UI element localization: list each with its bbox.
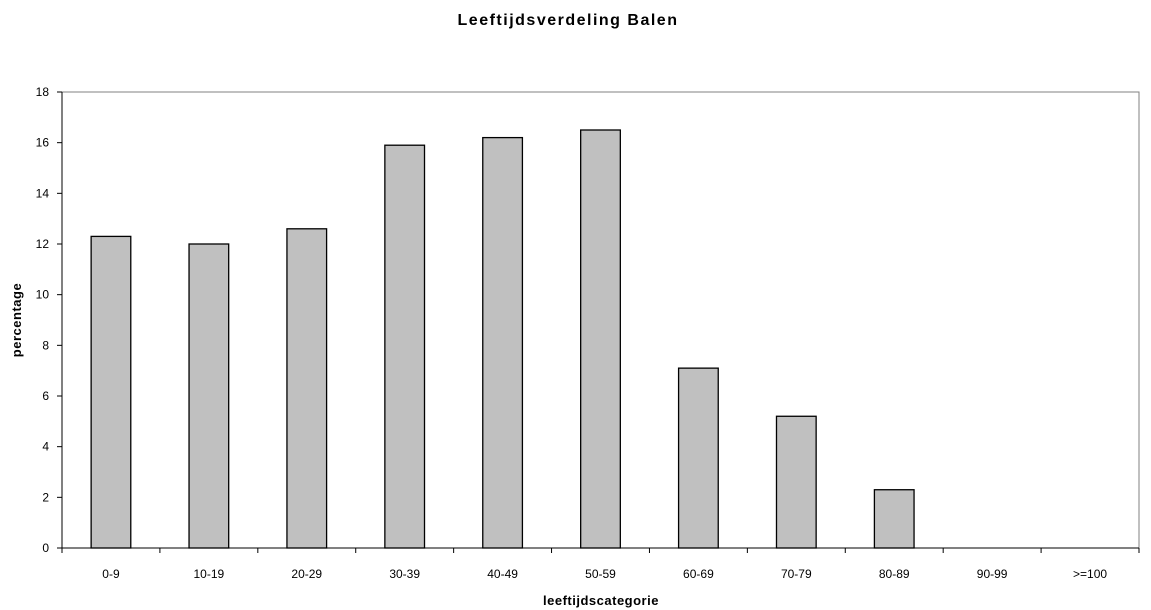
bar-series <box>90 129 915 549</box>
y-tick-label: 16 <box>36 136 50 150</box>
x-axis-title: leeftijdscategorie <box>543 593 659 608</box>
bar-10-19 <box>188 243 230 549</box>
y-tick-label: 12 <box>36 237 50 251</box>
x-axis: 0-9 10-19 20-29 30-39 40-49 50-59 60-69 70-79 80… <box>61 548 1140 581</box>
bar-80-89 <box>873 489 915 549</box>
x-tick-label: 50-59 <box>585 567 616 581</box>
x-tick-label: >=100 <box>1073 567 1107 581</box>
y-tick-label: 8 <box>42 338 49 352</box>
x-tick-label: 30-39 <box>389 567 420 581</box>
bar-50-59 <box>580 129 621 549</box>
y-tick-label: 4 <box>42 440 49 454</box>
x-tick-label: 40-49 <box>487 567 518 581</box>
bar-20-29 <box>286 228 328 549</box>
x-tick-label: 90-99 <box>977 567 1008 581</box>
x-tick-label: 0-9 <box>102 567 120 581</box>
x-tick-label: 80-89 <box>879 567 910 581</box>
y-tick-label: 6 <box>42 389 49 403</box>
y-tick-label: 2 <box>42 490 49 504</box>
bar-0-9 <box>90 235 132 549</box>
y-tick-label: 0 <box>42 541 49 555</box>
x-tick-label: 60-69 <box>683 567 714 581</box>
x-tick-label: 10-19 <box>194 567 225 581</box>
y-axis-title: percentage <box>9 283 24 357</box>
bar-40-49 <box>482 136 524 549</box>
y-axis: 0 2 4 6 8 10 12 14 16 18 <box>36 85 62 555</box>
y-tick-label: 14 <box>36 186 50 200</box>
y-tick-label: 18 <box>36 85 50 99</box>
x-tick-label: 20-29 <box>291 567 322 581</box>
x-tick-label: 70-79 <box>781 567 812 581</box>
bar-60-69 <box>677 367 719 549</box>
y-tick-label: 10 <box>36 288 50 302</box>
chart-title: Leeftijdsverdeling Balen <box>458 12 679 29</box>
bar-70-79 <box>775 415 817 549</box>
bar-30-39 <box>384 144 426 549</box>
